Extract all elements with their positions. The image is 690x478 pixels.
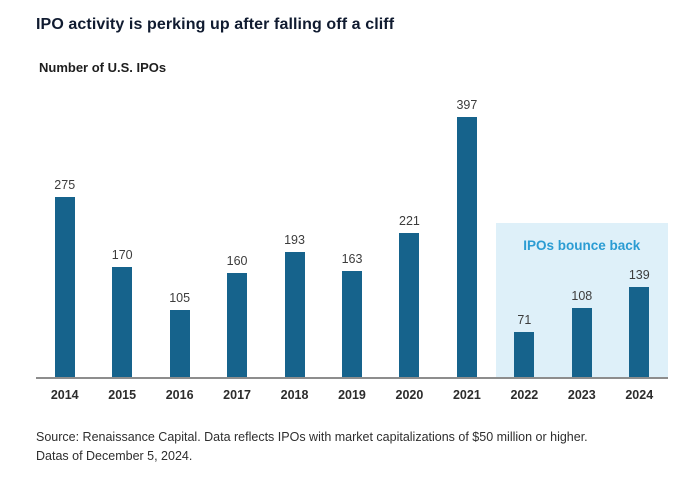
bar-column: 139	[611, 268, 668, 379]
chart-title: IPO activity is perking up after falling…	[36, 16, 395, 33]
bar	[456, 117, 477, 379]
bar	[341, 271, 362, 379]
bar	[169, 310, 190, 379]
chart-subtitle: Number of U.S. IPOs	[39, 60, 167, 75]
bar	[284, 252, 305, 379]
x-axis-line	[36, 377, 668, 379]
bar	[514, 332, 535, 379]
bars-container: 275 170 105 160 193 163 221 397 71 108 139	[36, 83, 668, 379]
bar	[629, 287, 650, 379]
x-axis-label: 2024	[625, 388, 654, 402]
x-axis-label: 2020	[395, 388, 424, 402]
bar-value-label: 139	[628, 268, 650, 282]
bar-column: 170	[93, 248, 150, 379]
source-line-1: Source: Renaissance Capital. Data reflec…	[36, 430, 588, 444]
bar-value-label: 71	[517, 313, 532, 327]
bar-column: 221	[381, 214, 438, 379]
x-axis-label: 2018	[280, 388, 309, 402]
source-line-2: Datas of December 5, 2024.	[36, 449, 193, 464]
x-axis-label: 2019	[338, 388, 366, 402]
bar-chart: IPOs bounce back 275 170 105 160 193 163 221 39…	[36, 83, 668, 379]
bar-value-label: 193	[284, 233, 305, 247]
bar-column: 71	[496, 313, 553, 379]
x-axis-label: 2017	[223, 388, 251, 402]
bar	[227, 273, 248, 379]
bar-column: 160	[208, 254, 265, 379]
source-note: Source: Renaissance Capital. Data reflec…	[36, 428, 668, 467]
bar-column: 163	[323, 252, 380, 379]
bar-column: 397	[438, 98, 495, 379]
x-axis-label: 2016	[165, 388, 194, 402]
x-axis-label: 2015	[108, 388, 137, 402]
bar	[399, 233, 420, 379]
bar-value-label: 397	[456, 98, 478, 112]
bar	[54, 197, 75, 379]
bar-value-label: 275	[54, 178, 76, 192]
bar-value-label: 160	[226, 254, 248, 268]
bar-column: 105	[151, 291, 208, 379]
bar-column: 275	[36, 178, 93, 379]
x-axis-labels: 2014 2015 2016 2017 2018 2019 2020 2021 2022 2023…	[36, 388, 668, 402]
bar	[112, 267, 133, 379]
bar-column: 108	[553, 289, 610, 379]
x-axis-label: 2021	[452, 388, 481, 402]
bar-column: 193	[266, 233, 323, 379]
x-axis-label: 2022	[510, 388, 539, 402]
bar-value-label: 221	[399, 214, 420, 228]
x-axis-label: 2023	[567, 388, 596, 402]
highlight-label: IPOs bounce back	[523, 238, 641, 253]
bar-value-label: 163	[341, 252, 363, 266]
bar	[571, 308, 592, 379]
bar-value-label: 108	[571, 289, 593, 303]
bar-value-label: 170	[111, 248, 133, 262]
bar-value-label: 105	[169, 291, 191, 305]
x-axis-label: 2014	[50, 388, 79, 402]
